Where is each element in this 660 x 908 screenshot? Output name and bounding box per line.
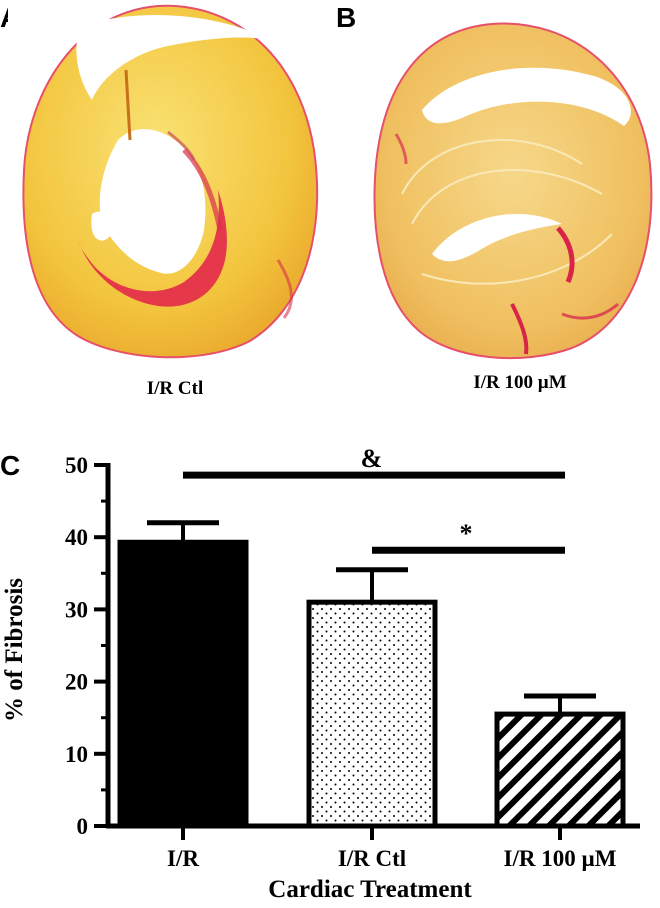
heart-section-ir-ctl-image: [8, 0, 330, 362]
bar: [494, 711, 626, 829]
x-tick-label: I/R Ctl: [338, 846, 406, 871]
fibrosis-bar-chart: 0 10 20 30 40 50 I/R I/R Ctl I/R 100 µM & * % of …: [1, 444, 640, 903]
heart-section-ir-100um-image: [362, 14, 660, 364]
panel-b-letter: B: [336, 2, 357, 33]
y-tick-label: 30: [65, 597, 88, 622]
significance-marker: *: [460, 519, 473, 548]
y-tick-label: 50: [65, 453, 88, 478]
bar: [117, 539, 249, 829]
x-tick-label: I/R: [167, 846, 199, 871]
y-tick-label: 0: [77, 814, 89, 839]
y-tick-label: 20: [65, 670, 88, 695]
significance-marker: &: [361, 444, 383, 473]
panel-b-caption: I/R 100 µM: [473, 372, 567, 393]
x-tick-label: I/R 100 µM: [504, 846, 617, 871]
y-tick-label: 10: [65, 742, 88, 767]
y-tick-label: 40: [65, 525, 88, 550]
y-axis-label: % of Fibrosis: [1, 578, 28, 722]
x-axis-label: Cardiac Treatment: [268, 876, 472, 903]
panel-a-caption: I/R Ctl: [146, 378, 204, 399]
panel-c-letter: C: [0, 450, 21, 481]
bar: [306, 599, 438, 829]
